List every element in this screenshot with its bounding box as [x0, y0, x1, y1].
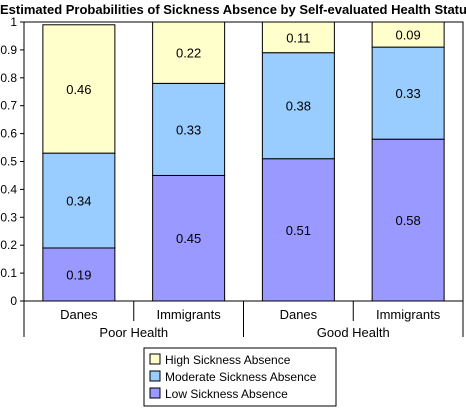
x-tick-label: Immigrants: [376, 307, 441, 322]
group-label: Good Health: [317, 325, 390, 340]
y-tick-label: 0.7: [0, 99, 17, 113]
x-tick-label: Immigrants: [156, 307, 221, 322]
bar-segment: [42, 24, 116, 154]
y-tick-label: 0.6: [0, 127, 17, 141]
data-label: 0.22: [176, 46, 201, 61]
bar-segment: [261, 52, 335, 160]
data-label: 0.45: [176, 231, 201, 246]
data-label: 0.34: [66, 194, 91, 209]
chart-title: Estimated Probabilities of Sickness Abse…: [0, 2, 466, 17]
y-tick-label: 0.4: [0, 182, 17, 196]
data-label: 0.38: [286, 99, 311, 114]
bar-segment: [152, 21, 226, 84]
group-label: Poor Health: [99, 325, 168, 340]
y-tick-label: 0.5: [0, 155, 17, 169]
data-label: 0.33: [395, 86, 420, 101]
data-label: 0.58: [395, 213, 420, 228]
legend-label: Moderate Sickness Absence: [165, 370, 317, 384]
bar-segment: [261, 21, 335, 54]
bar-segment: [152, 82, 226, 176]
y-tick-label: 1: [10, 15, 17, 29]
data-label: 0.46: [66, 82, 91, 97]
y-tick-label: 0.2: [0, 238, 17, 252]
y-tick-label: 0.9: [0, 43, 17, 57]
legend-label: Low Sickness Absence: [165, 387, 288, 401]
y-tick-label: 0: [10, 294, 17, 308]
bar-segment: [371, 21, 445, 48]
data-label: 0.33: [176, 122, 201, 137]
y-tick-label: 0.1: [0, 266, 17, 280]
data-label: 0.11: [286, 30, 310, 45]
legend-swatch: [149, 387, 161, 399]
legend: [143, 347, 337, 407]
data-label: 0.09: [395, 28, 420, 43]
data-label: 0.19: [66, 267, 91, 282]
legend-swatch: [149, 370, 161, 382]
x-tick-label: Danes: [280, 307, 318, 322]
bar-segment: [42, 152, 116, 249]
bar-segment: [371, 138, 445, 302]
bar-segment: [152, 174, 226, 302]
y-tick-label: 0.3: [0, 210, 17, 224]
bar-segment: [42, 247, 116, 302]
y-tick-label: 0.8: [0, 71, 17, 85]
x-tick-label: Danes: [60, 307, 98, 322]
legend-label: High Sickness Absence: [165, 353, 291, 367]
legend-swatch: [149, 353, 161, 365]
data-label: 0.51: [286, 223, 311, 238]
